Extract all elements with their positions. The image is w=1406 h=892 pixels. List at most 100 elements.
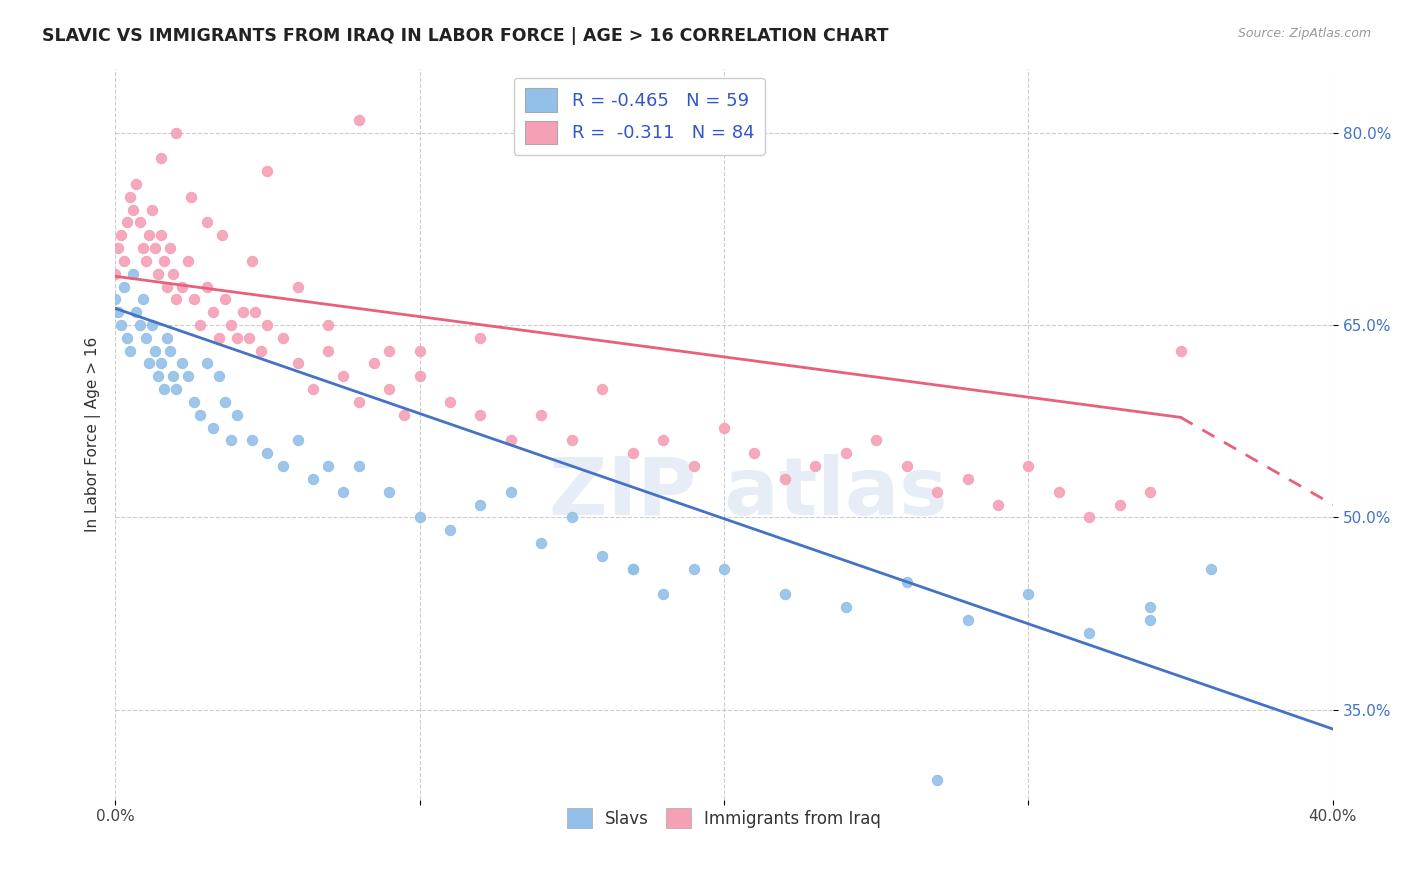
Point (107, 241, 129, 255)
Point (162, 267, 184, 281)
Point (156, 331, 179, 345)
Point (499, 434, 522, 448)
Point (591, 549, 613, 563)
Point (162, 369, 184, 384)
Point (378, 343, 401, 358)
Point (159, 241, 181, 255)
Point (112, 253, 135, 268)
Point (226, 331, 249, 345)
Point (1170, 343, 1192, 358)
Y-axis label: In Labor Force | Age > 16: In Labor Force | Age > 16 (86, 336, 101, 532)
Point (713, 420, 735, 434)
Point (146, 267, 169, 281)
Point (470, 498, 492, 512)
Point (302, 382, 325, 396)
Point (804, 459, 827, 474)
Point (122, 202, 145, 217)
Point (1078, 625, 1101, 640)
Point (378, 382, 401, 396)
Point (159, 343, 181, 358)
Point (332, 369, 354, 384)
Point (561, 434, 583, 448)
Point (110, 228, 132, 243)
Point (1199, 562, 1222, 576)
Point (149, 356, 172, 370)
Point (195, 356, 218, 370)
Point (773, 587, 796, 601)
Point (214, 293, 236, 307)
Point (408, 510, 430, 524)
Point (1047, 484, 1070, 499)
Point (439, 523, 461, 537)
Point (896, 459, 918, 474)
Point (316, 459, 339, 474)
Point (925, 773, 948, 788)
Point (682, 459, 704, 474)
Point (143, 241, 166, 255)
Point (208, 331, 231, 345)
Point (773, 472, 796, 486)
Point (302, 472, 325, 486)
Point (621, 446, 644, 460)
Text: ZIP atlas: ZIP atlas (550, 453, 948, 532)
Point (149, 228, 172, 243)
Point (107, 305, 129, 319)
Point (112, 279, 135, 293)
Point (250, 343, 273, 358)
Point (238, 331, 260, 345)
Point (177, 369, 200, 384)
Point (146, 369, 169, 384)
Text: Source: ZipAtlas.com: Source: ZipAtlas.com (1237, 27, 1371, 40)
Point (378, 484, 401, 499)
Point (240, 434, 263, 448)
Point (128, 215, 150, 229)
Point (1078, 510, 1101, 524)
Point (347, 112, 370, 127)
Point (713, 562, 735, 576)
Point (1017, 587, 1039, 601)
Point (172, 356, 194, 370)
Point (120, 190, 142, 204)
Point (408, 369, 430, 384)
Point (1139, 613, 1161, 627)
Point (135, 253, 157, 268)
Point (1108, 498, 1130, 512)
Point (165, 293, 187, 307)
Point (117, 215, 139, 229)
Point (865, 434, 887, 448)
Point (287, 434, 309, 448)
Point (131, 241, 153, 255)
Point (287, 279, 309, 293)
Point (561, 510, 583, 524)
Point (183, 293, 205, 307)
Point (172, 279, 194, 293)
Point (470, 331, 492, 345)
Point (1139, 484, 1161, 499)
Point (226, 408, 249, 422)
Point (104, 267, 127, 281)
Point (240, 253, 263, 268)
Point (245, 305, 267, 319)
Point (219, 318, 242, 332)
Point (143, 343, 166, 358)
Point (363, 356, 385, 370)
Point (956, 472, 979, 486)
Point (287, 356, 309, 370)
Point (621, 562, 644, 576)
Point (138, 228, 160, 243)
Point (208, 369, 231, 384)
Point (177, 253, 200, 268)
Point (744, 446, 766, 460)
Point (131, 293, 153, 307)
Point (104, 293, 127, 307)
Point (156, 279, 179, 293)
Point (530, 536, 553, 550)
Point (125, 177, 148, 191)
Point (835, 600, 858, 615)
Point (256, 164, 278, 178)
Point (128, 318, 150, 332)
Point (316, 343, 339, 358)
Point (180, 190, 202, 204)
Legend: Slavs, Immigrants from Iraq: Slavs, Immigrants from Iraq (560, 801, 887, 835)
Point (232, 305, 254, 319)
